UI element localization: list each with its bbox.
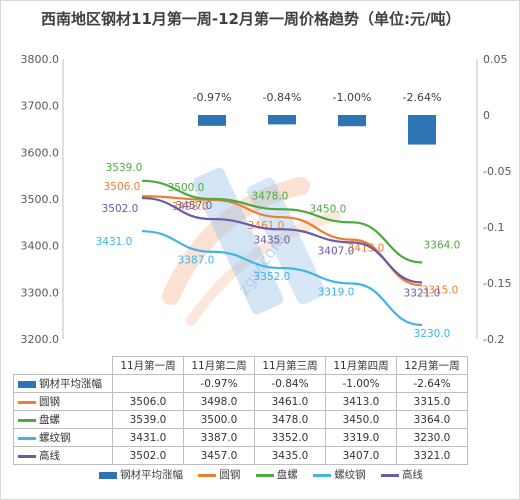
series-key-bar [18,380,36,388]
table-row: 盘螺 3539.0 3500.0 3478.0 3450.0 3364.0 [13,410,468,429]
series-key-line [18,400,36,404]
table-cell: 3498.0 [183,392,255,411]
table-cell: 3539.0 [112,410,184,429]
table-cell [112,374,184,393]
series-data-label: 3230.0 [414,328,451,340]
series-key-line [18,418,36,422]
table-cell: 3364.0 [396,410,468,429]
bar-3 [338,115,366,127]
table-cell: 3413.0 [325,392,397,411]
table-cell: -2.64% [396,374,468,393]
table-header-cell: 11月第四周 [325,356,397,375]
table-cell: 3315.0 [396,392,468,411]
table-cell: 3478.0 [254,410,326,429]
bar-4 [408,115,436,145]
table-cell: 3431.0 [112,428,184,447]
series-data-label: 3500.0 [168,182,205,194]
table-row-label: 钢材平均涨幅 [13,374,113,393]
table-row-label: 高线 [13,446,113,465]
series-data-label: 3478.0 [252,190,289,202]
y-tick-label-right: 0 [483,109,490,122]
table-cell: 3407.0 [325,446,397,465]
table-header-row: 11月第一周 11月第二周 11月第三周 11月第四周 12月第一周 [13,356,468,375]
table-cell: 3457.0 [183,446,255,465]
table-cell: -1.00% [325,374,397,393]
legend-item: 螺纹钢 [313,467,366,482]
legend-item: 圆钢 [198,467,240,482]
bar-data-label: -0.97% [193,91,232,104]
y-tick-label-right: -0.2 [483,333,504,346]
series-data-label: 3364.0 [424,239,461,251]
series-data-label: 3539.0 [106,162,143,174]
series-line-1 [141,179,423,264]
series-line-3 [141,196,423,284]
y-tick-label-left: 3800.0 [21,53,60,66]
series-data-label: 3450.0 [310,203,347,215]
series-line-2 [141,230,423,327]
series-data-label: 3407.0 [318,245,355,257]
y-tick-label-right: -0.05 [483,165,511,178]
table-cell: 3321.0 [396,446,468,465]
series-data-label: 3387.0 [178,255,215,267]
table-row-label: 螺纹钢 [13,428,113,447]
bar-data-label: -0.84% [263,91,302,104]
table-cell: -0.84% [254,374,326,393]
table-header-cell: 12月第一周 [396,356,468,375]
y-tick-label-left: 3500.0 [21,193,60,206]
y-tick-label-left: 3400.0 [21,240,60,253]
y-tick-label-left: 3700.0 [21,100,60,113]
series-key-line [18,436,36,440]
legend-item: 钢材平均涨幅 [99,467,183,482]
table-cell: 3500.0 [183,410,255,429]
bar-data-label: -1.00% [333,91,372,104]
y-tick-label-right: -0.15 [483,277,511,290]
table-row: 钢材平均涨幅 -0.97% -0.84% -1.00% -2.64% [13,374,468,393]
table-cell: 3450.0 [325,410,397,429]
table-cell: 3352.0 [254,428,326,447]
bar-1 [198,115,226,126]
series-data-label: 3319.0 [318,286,355,298]
table-header-cell: 11月第三周 [254,356,326,375]
y-tick-label-right: 0.05 [483,53,508,66]
y-tick-label-left: 3300.0 [21,286,60,299]
bar-data-label: -2.64% [403,91,442,104]
series-data-label: 3435.0 [254,234,291,246]
series-data-label: 3315.0 [422,284,459,296]
legend-item: 盘螺 [255,467,298,482]
table-cell: 3435.0 [254,446,326,465]
table-header-cell: 11月第二周 [183,356,255,375]
table-row: 圆钢 3506.0 3498.0 3461.0 3413.0 3315.0 [13,392,468,411]
bar-2 [268,115,296,125]
series-data-label: 3352.0 [254,271,291,283]
series-data-label: 3502.0 [102,203,139,215]
y-tick-label-right: -0.1 [483,221,504,234]
series-data-label: 3506.0 [104,181,141,193]
table-row-label: 圆钢 [13,392,113,411]
table-cell: 3230.0 [396,428,468,447]
chart-title: 西南地区钢材11月第一周-12月第一周价格趋势（单位:元/吨） [41,10,461,28]
series-key-line [18,454,36,458]
series-data-label: 3431.0 [96,236,133,248]
table-cell: 3502.0 [112,446,184,465]
chart-legend: 钢材平均涨幅 圆钢 盘螺 螺纹钢 高线 [1,467,520,482]
y-tick-label-left: 3200.0 [21,333,60,346]
legend-item: 高线 [380,467,423,482]
table-cell: 3506.0 [112,392,184,411]
table-cell: 3319.0 [325,428,397,447]
table-header-cell: 11月第一周 [112,356,184,375]
series-data-label: 3457.0 [176,200,213,212]
table-corner [13,356,113,375]
table-cell: -0.97% [183,374,255,393]
table-cell: 3387.0 [183,428,255,447]
y-tick-label-left: 3600.0 [21,146,60,159]
table-cell: 3461.0 [254,392,326,411]
table-row-label: 盘螺 [13,410,113,429]
table-row: 螺纹钢 3431.0 3387.0 3352.0 3319.0 3230.0 [13,428,468,447]
plot-area: 3200.0 3300.0 3400.0 3500.0 3600.0 3700.0 3800… [21,53,512,346]
series-data-label: 3321.0 [404,288,441,300]
table-row: 高线 3502.0 3457.0 3435.0 3407.0 3321.0 [13,446,468,465]
data-table: 11月第一周 11月第二周 11月第三周 11月第四周 12月第一周 钢材平均涨… [13,356,468,465]
